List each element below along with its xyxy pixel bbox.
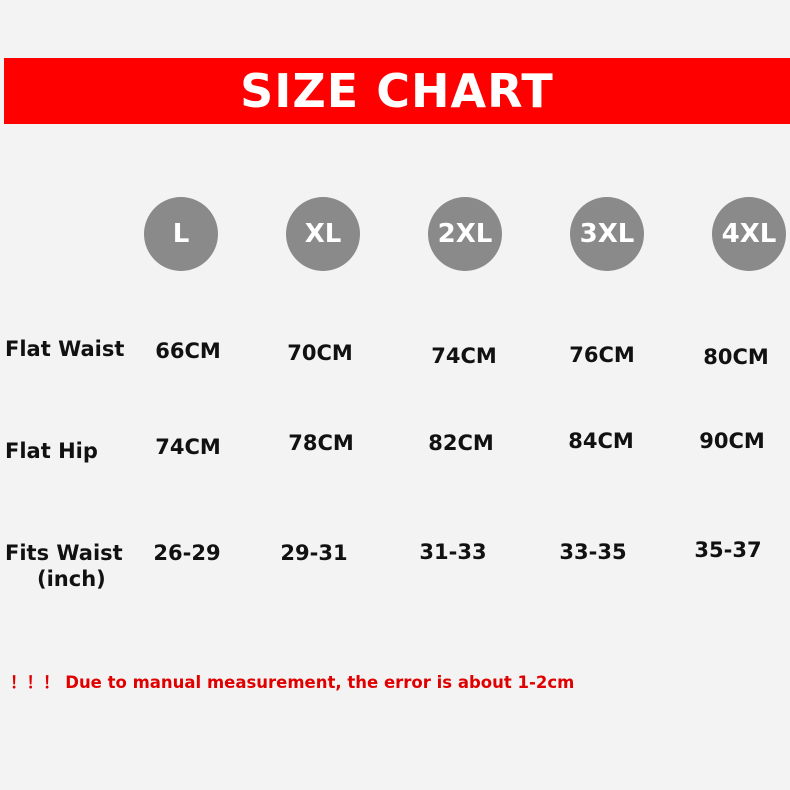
cell: 84CM (568, 429, 634, 453)
cell: 90CM (699, 429, 765, 453)
cell: 35-37 (694, 538, 762, 562)
row-label-flat-waist: Flat Waist (5, 337, 125, 361)
title-banner: SIZE CHART (4, 58, 790, 124)
cell: 33-35 (559, 540, 627, 564)
size-badge-2xl: 2XL (428, 197, 502, 271)
size-badge-xl: XL (286, 197, 360, 271)
cell: 66CM (155, 339, 221, 363)
cell: 26-29 (153, 541, 221, 565)
size-badge-l: L (144, 197, 218, 271)
cell: 74CM (155, 435, 221, 459)
page-title: SIZE CHART (240, 64, 554, 118)
cell: 76CM (569, 343, 635, 367)
row-label-flat-hip: Flat Hip (5, 439, 98, 463)
cell: 80CM (703, 345, 769, 369)
cell: 29-31 (280, 541, 348, 565)
row-sublabel-inch: (inch) (37, 567, 106, 591)
cell: 31-33 (419, 540, 487, 564)
cell: 74CM (431, 344, 497, 368)
measurement-note: ！！！ Due to manual measurement, the error… (10, 673, 575, 692)
cell: 78CM (288, 431, 354, 455)
size-badge-4xl: 4XL (712, 197, 786, 271)
size-badge-3xl: 3XL (570, 197, 644, 271)
row-label-fits-waist: Fits Waist (5, 541, 123, 565)
cell: 70CM (287, 341, 353, 365)
cell: 82CM (428, 431, 494, 455)
